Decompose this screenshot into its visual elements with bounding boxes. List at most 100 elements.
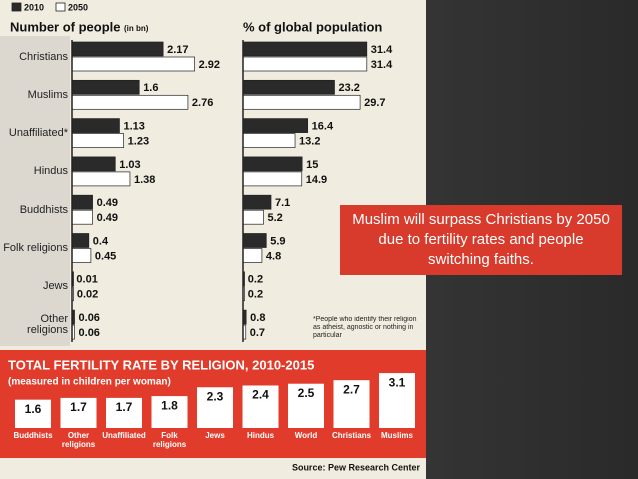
category-label-box: Buddhists [19, 203, 68, 216]
bar [242, 118, 309, 133]
value-label: 1.6 [25, 402, 42, 416]
category-label-box: World [294, 431, 318, 440]
category-label: World [294, 431, 318, 440]
value-label: 4.8 [266, 250, 281, 262]
chart-subtitle: (in bn) [124, 24, 149, 33]
bar [71, 209, 93, 225]
bar [71, 233, 90, 248]
legend-swatch [11, 2, 22, 12]
bar [151, 396, 188, 428]
category-label-box: Christians [19, 50, 68, 63]
bar [106, 397, 142, 428]
bar [379, 373, 415, 428]
value-label: 0.06 [79, 327, 100, 339]
category-label-box: Folk religions [3, 242, 68, 254]
value-label: 0.8 [250, 312, 265, 324]
category-label-box: Buddhists [13, 431, 53, 440]
value-label: 2.4 [252, 388, 269, 402]
bar [242, 133, 296, 148]
value-label: 2.17 [167, 44, 188, 56]
bar [71, 194, 93, 210]
bar [71, 133, 125, 148]
value-label: 2.5 [298, 386, 315, 400]
chart-title: % of global population [243, 19, 382, 34]
value-label: 1.03 [119, 159, 140, 171]
value-label: 0.06 [79, 312, 100, 324]
legend-swatch [55, 2, 66, 12]
bar [242, 233, 267, 248]
bar [242, 156, 303, 172]
bar [71, 156, 116, 172]
category-label: Folk religions [152, 431, 187, 449]
value-label: 1.6 [143, 82, 158, 94]
category-label: Buddhists [19, 203, 68, 216]
value-label: 0.49 [97, 212, 118, 224]
category-label-box: Other religions [61, 431, 96, 449]
bar [71, 248, 92, 263]
value-label: 23.2 [338, 82, 359, 94]
value-label: 0.45 [95, 250, 116, 262]
label-column [0, 36, 70, 346]
bar [71, 41, 164, 57]
category-label-box: Hindus [34, 166, 68, 177]
value-label: 0.2 [248, 289, 263, 301]
category-label-box: Christians [332, 431, 371, 440]
category-label: Muslims [27, 88, 68, 101]
category-label-box: Muslims [27, 88, 68, 101]
value-label: 1.7 [116, 400, 133, 414]
value-label: 7.1 [275, 197, 290, 209]
value-label: 0.4 [93, 235, 109, 247]
category-label-box: Unaffiliated* [8, 127, 68, 140]
bar [333, 380, 370, 428]
value-label: 0.01 [76, 274, 97, 286]
footnote: *People who identify their religion as a… [313, 316, 417, 339]
value-label: 15 [306, 159, 318, 171]
category-label-box: Muslims [381, 431, 413, 440]
bar [242, 56, 368, 72]
bar [242, 79, 335, 95]
footnote-box: *People who identify their religion as a… [313, 316, 417, 339]
value-label: 2.3 [207, 389, 224, 403]
value-label: 31.4 [371, 59, 393, 71]
bar [288, 383, 324, 428]
category-label-box: Unaffiliated [102, 431, 146, 440]
value-label: 5.9 [270, 235, 285, 247]
value-label: 0.02 [77, 289, 98, 301]
value-label: 1.13 [123, 121, 144, 133]
category-label: Christians [19, 50, 68, 63]
value-label: 16.4 [312, 121, 334, 133]
bar [60, 397, 97, 428]
category-label-box: Jews [205, 431, 225, 440]
value-label: 31.4 [371, 44, 393, 56]
chart-title: TOTAL FERTILITY RATE BY RELIGION, 2010-2… [8, 357, 314, 372]
bar [71, 79, 140, 95]
bar [242, 385, 279, 428]
bar [242, 209, 264, 225]
legend-label: 2010 [24, 2, 44, 12]
category-label: Buddhists [13, 431, 53, 440]
value-label: 2.7 [343, 382, 360, 396]
category-label: Jews [205, 431, 225, 440]
value-label: 2.76 [192, 97, 213, 109]
value-label: 1.8 [161, 398, 178, 412]
category-label: Unaffiliated [102, 431, 146, 440]
source: Source: Pew Research Center [292, 462, 421, 472]
bar [71, 94, 189, 110]
bar [242, 248, 263, 263]
legend-label: 2050 [68, 2, 88, 12]
category-label: Hindus [246, 431, 275, 440]
category-label-box: Other religions [27, 314, 68, 336]
chart-title: Number of people [10, 19, 121, 34]
bar [197, 387, 233, 428]
value-label: 0.49 [97, 197, 118, 209]
bar [71, 56, 195, 72]
value-label: 0.2 [248, 274, 263, 286]
chart-subtitle: (measured in children per woman) [8, 377, 171, 388]
category-label: Folk religions [3, 242, 68, 254]
value-label: 1.23 [128, 136, 149, 148]
category-label: Other religions [61, 431, 96, 449]
category-label: Unaffiliated* [8, 127, 68, 140]
value-label: 1.7 [70, 400, 87, 414]
value-label: 13.2 [299, 136, 320, 148]
bar [15, 399, 51, 428]
